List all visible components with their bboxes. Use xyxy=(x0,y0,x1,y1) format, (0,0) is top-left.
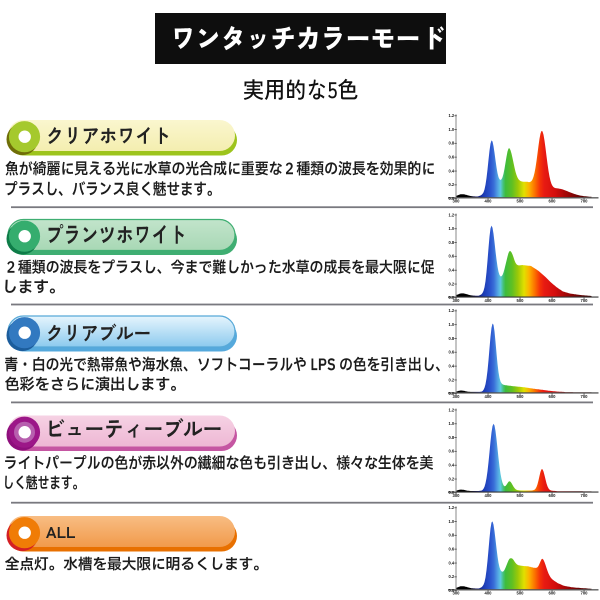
svg-text:600: 600 xyxy=(549,199,557,204)
svg-text:500: 500 xyxy=(517,591,525,596)
svg-text:500: 500 xyxy=(517,298,525,303)
svg-text:0.0: 0.0 xyxy=(448,588,454,593)
svg-text:400: 400 xyxy=(485,199,493,204)
svg-text:1.0: 1.0 xyxy=(448,519,454,524)
svg-text:300: 300 xyxy=(453,394,461,399)
svg-text:500: 500 xyxy=(517,199,525,204)
svg-text:0.6: 0.6 xyxy=(448,449,454,454)
svg-text:0.8: 0.8 xyxy=(448,533,454,538)
svg-text:0.8: 0.8 xyxy=(448,240,454,245)
svg-text:300: 300 xyxy=(453,199,461,204)
svg-text:0.8: 0.8 xyxy=(448,336,454,341)
svg-text:1.0: 1.0 xyxy=(448,226,454,231)
svg-text:0.0: 0.0 xyxy=(448,295,454,300)
svg-text:600: 600 xyxy=(549,298,557,303)
svg-text:0.4: 0.4 xyxy=(448,268,454,273)
svg-text:0.6: 0.6 xyxy=(448,254,454,259)
svg-text:1.2: 1.2 xyxy=(448,113,454,118)
svg-text:0.6: 0.6 xyxy=(448,155,454,160)
svg-text:1.2: 1.2 xyxy=(448,407,454,412)
svg-text:0.8: 0.8 xyxy=(448,435,454,440)
svg-text:0.2: 0.2 xyxy=(448,377,454,382)
svg-text:600: 600 xyxy=(549,493,557,498)
svg-text:500: 500 xyxy=(517,394,525,399)
svg-text:0.4: 0.4 xyxy=(448,560,454,565)
svg-text:600: 600 xyxy=(549,591,557,596)
svg-text:300: 300 xyxy=(453,298,461,303)
svg-text:1.2: 1.2 xyxy=(448,212,454,217)
svg-text:0.4: 0.4 xyxy=(448,168,454,173)
svg-text:400: 400 xyxy=(485,493,493,498)
svg-text:700: 700 xyxy=(581,199,589,204)
svg-text:300: 300 xyxy=(453,591,461,596)
svg-text:0.0: 0.0 xyxy=(448,490,454,495)
svg-text:400: 400 xyxy=(485,394,493,399)
svg-text:500: 500 xyxy=(517,493,525,498)
svg-text:600: 600 xyxy=(549,394,557,399)
svg-text:0.6: 0.6 xyxy=(448,350,454,355)
svg-text:0.6: 0.6 xyxy=(448,547,454,552)
svg-text:0.2: 0.2 xyxy=(448,476,454,481)
svg-text:1.0: 1.0 xyxy=(448,127,454,132)
svg-text:700: 700 xyxy=(581,394,589,399)
svg-text:0.4: 0.4 xyxy=(448,463,454,468)
svg-text:0.2: 0.2 xyxy=(448,281,454,286)
svg-text:700: 700 xyxy=(581,493,589,498)
svg-text:300: 300 xyxy=(453,493,461,498)
svg-text:700: 700 xyxy=(581,591,589,596)
svg-text:1.0: 1.0 xyxy=(448,322,454,327)
svg-text:1.2: 1.2 xyxy=(448,505,454,510)
svg-text:1.2: 1.2 xyxy=(448,308,454,313)
svg-text:0.2: 0.2 xyxy=(448,182,454,187)
svg-text:0.8: 0.8 xyxy=(448,141,454,146)
svg-text:400: 400 xyxy=(485,591,493,596)
svg-text:0.0: 0.0 xyxy=(448,196,454,201)
svg-text:400: 400 xyxy=(485,298,493,303)
svg-text:0.4: 0.4 xyxy=(448,364,454,369)
svg-text:1.0: 1.0 xyxy=(448,421,454,426)
svg-text:700: 700 xyxy=(581,298,589,303)
svg-text:0.0: 0.0 xyxy=(448,391,454,396)
svg-text:0.2: 0.2 xyxy=(448,574,454,579)
